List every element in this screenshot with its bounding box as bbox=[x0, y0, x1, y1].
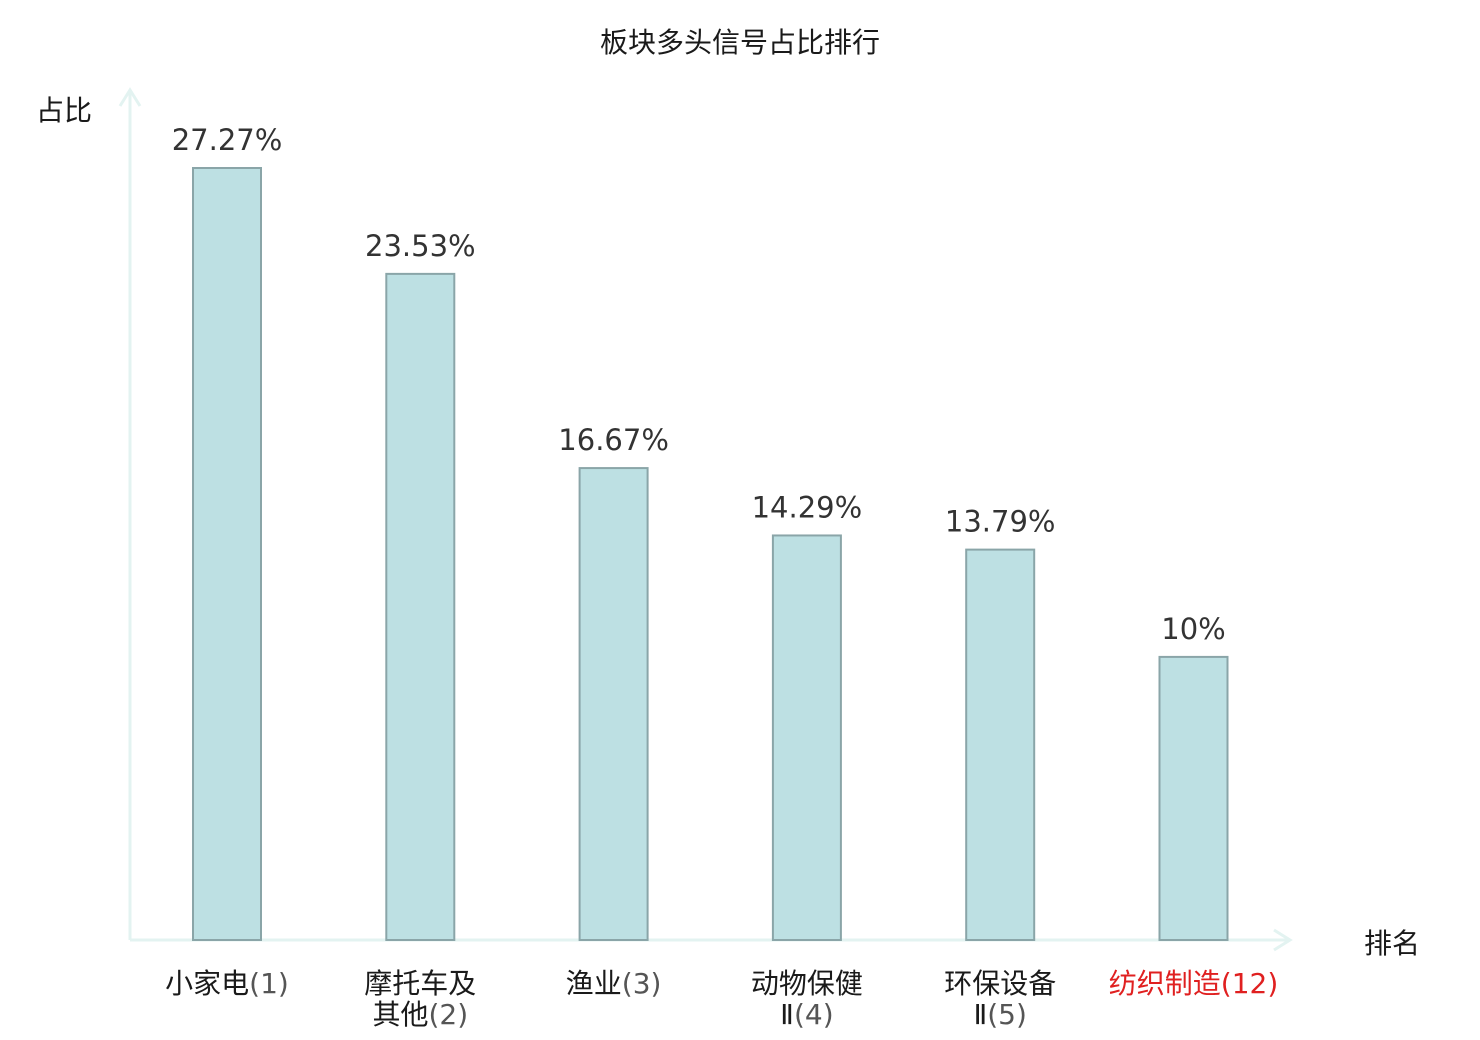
value-labels: 27.27% 23.53% 16.67% 14.29% 13.79% 10% bbox=[172, 123, 1226, 646]
bar bbox=[192, 167, 262, 941]
category-label: 其他(2) bbox=[372, 998, 468, 1031]
bar bbox=[1158, 655, 1229, 941]
bar bbox=[385, 272, 456, 942]
category-label: Ⅱ(5) bbox=[973, 998, 1026, 1031]
category-label: 环保设备 bbox=[944, 967, 1056, 1000]
y-axis-label: 占比 bbox=[36, 94, 92, 127]
value-label: 13.79% bbox=[945, 505, 1056, 539]
bar bbox=[965, 548, 1036, 941]
category-label: 纺织制造(12) bbox=[1109, 967, 1279, 1000]
x-axis-label: 排名 bbox=[1364, 927, 1420, 960]
value-label: 14.29% bbox=[752, 490, 863, 524]
bar bbox=[578, 467, 649, 941]
value-label: 27.27% bbox=[172, 123, 283, 157]
x-axis-arrow bbox=[1273, 928, 1293, 952]
bars bbox=[192, 167, 1229, 942]
category-label: 小家电(1) bbox=[165, 967, 289, 1000]
category-label: 摩托车及 bbox=[364, 967, 476, 1000]
category-label: 动物保健 bbox=[751, 967, 863, 1000]
category-label: Ⅱ(4) bbox=[780, 998, 833, 1031]
axes bbox=[118, 87, 1293, 952]
value-label: 16.67% bbox=[558, 423, 669, 457]
value-label: 23.53% bbox=[365, 229, 476, 263]
category-label: 渔业(3) bbox=[566, 967, 662, 1000]
bar bbox=[771, 534, 842, 941]
value-label: 10% bbox=[1161, 612, 1225, 646]
y-axis-arrow bbox=[118, 87, 142, 107]
chart-title: 板块多头信号占比排行 bbox=[600, 26, 880, 59]
